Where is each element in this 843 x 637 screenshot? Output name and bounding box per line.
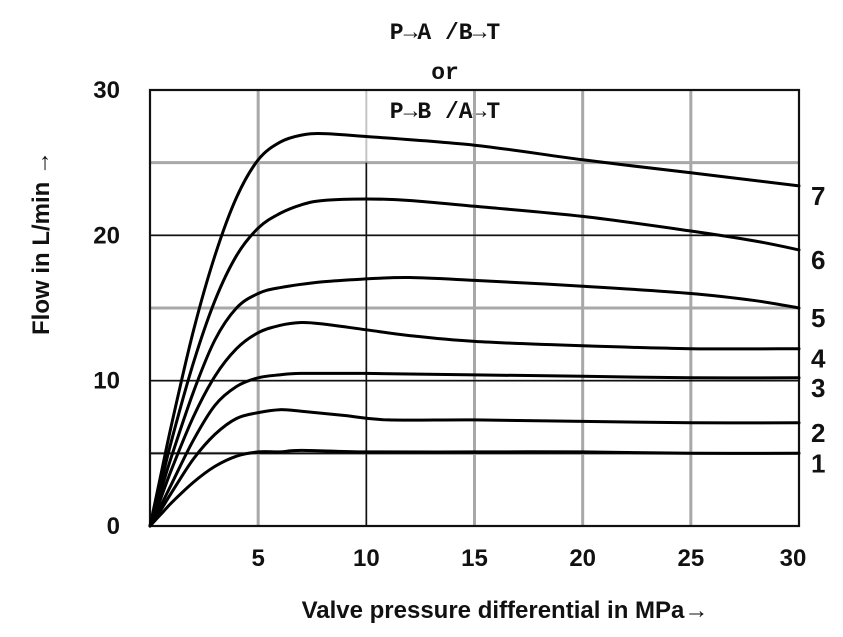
x-tick-15: 15 [461,545,488,572]
curve-label-4: 4 [811,344,826,374]
curve-6 [148,197,801,528]
grid-lines [150,90,799,526]
y-tick-0: 0 [107,513,120,540]
curve-label-7: 7 [811,181,825,211]
x-tick-labels: 5 10 15 20 25 30 [251,545,806,572]
curve-label-1: 1 [811,448,825,478]
y-tick-20: 20 [93,222,120,249]
curve-3 [148,371,801,528]
curve-4 [148,320,801,528]
y-axis-label: Flow in L/min → [28,151,55,335]
curve-7 [148,132,801,528]
x-tick-20: 20 [569,545,596,572]
chart-title: P→A /B→T or P→B /A→T [390,20,501,125]
curve-label-2: 2 [811,418,825,448]
curve-label-6: 6 [811,245,825,275]
y-tick-labels: 0 10 20 30 [93,77,120,540]
curve-label-3: 3 [811,373,825,403]
title-line-1: P→A /B→T [390,20,501,46]
y-tick-10: 10 [93,368,120,395]
x-tick-5: 5 [251,545,264,572]
x-tick-30: 30 [780,545,807,572]
title-line-3: P→B /A→T [390,99,501,125]
curve-2 [148,408,801,528]
x-tick-25: 25 [677,545,704,572]
title-line-2: or [431,60,459,86]
x-axis-label: Valve pressure differential in MPa→ [302,597,709,624]
y-tick-30: 30 [93,77,120,104]
curves [148,132,801,528]
x-tick-10: 10 [353,545,380,572]
curve-label-5: 5 [811,303,825,333]
curve-1 [148,448,801,528]
curve-5 [148,275,801,528]
